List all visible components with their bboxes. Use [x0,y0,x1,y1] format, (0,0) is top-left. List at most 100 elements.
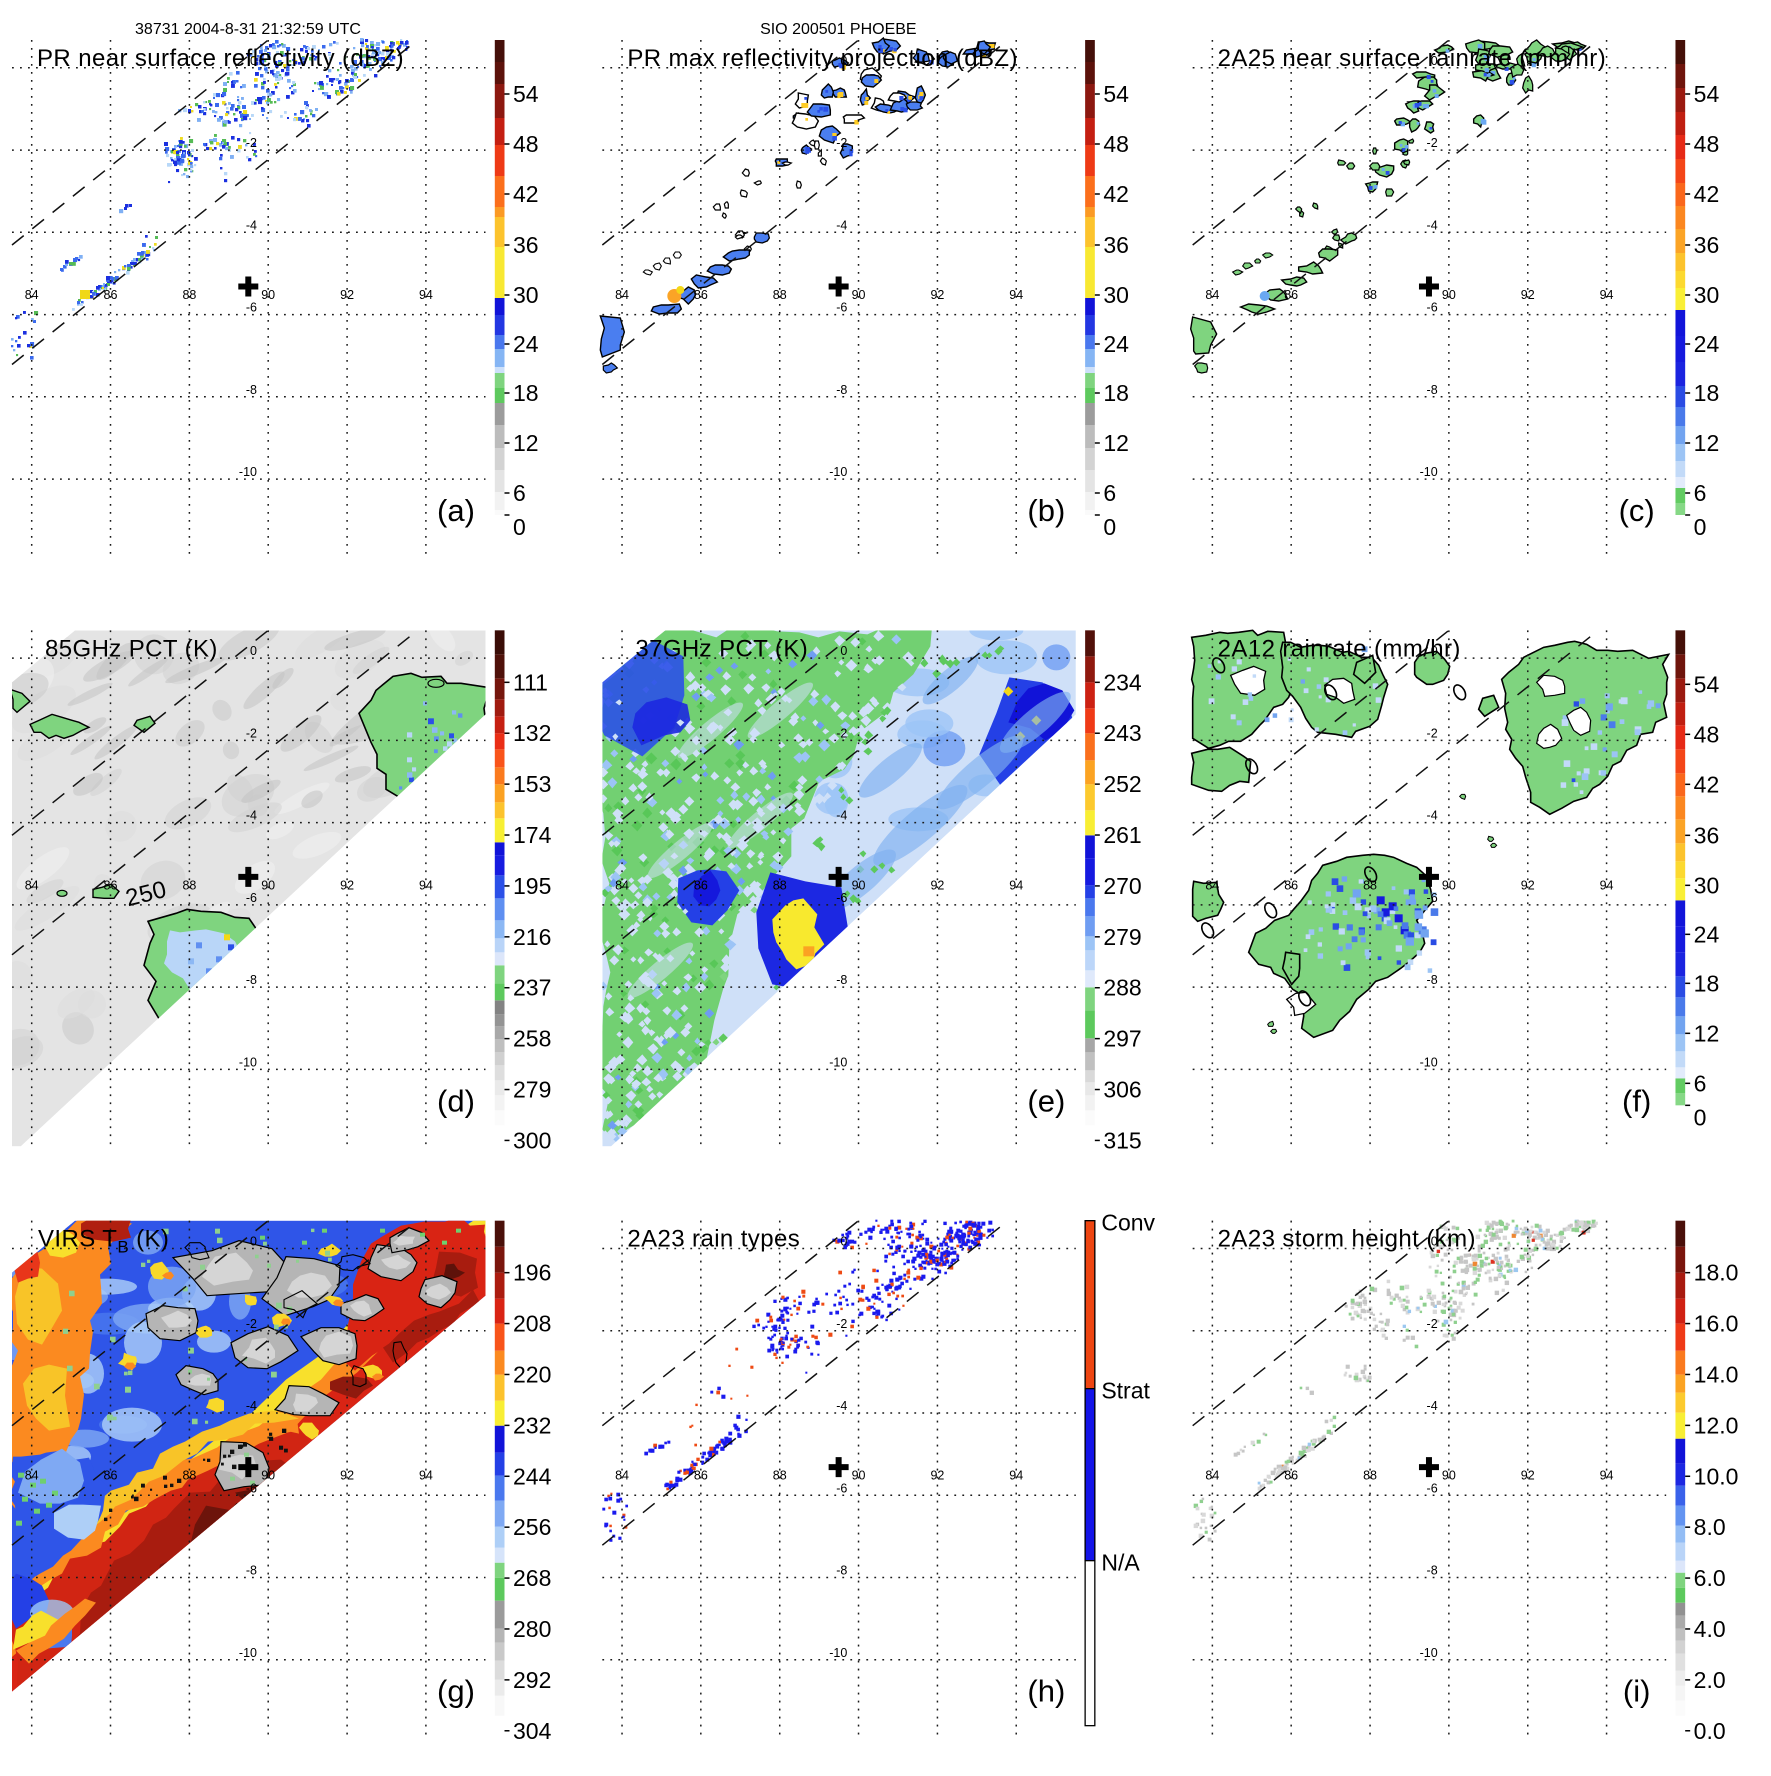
svg-text:-10: -10 [239,1055,257,1069]
svg-text:-2: -2 [836,136,847,150]
svg-text:18.0: 18.0 [1694,1260,1739,1286]
svg-text:54: 54 [1694,81,1720,107]
svg-text:24: 24 [1694,921,1720,947]
svg-text:92: 92 [930,288,944,302]
svg-text:-4: -4 [1427,218,1438,232]
svg-text:36: 36 [1694,822,1720,848]
svg-text:258: 258 [513,1026,551,1052]
svg-text:195: 195 [513,873,551,899]
svg-text:-6: -6 [836,1481,847,1495]
svg-text:48: 48 [513,131,539,157]
svg-text:0: 0 [1694,514,1707,540]
svg-text:(i): (i) [1623,1674,1651,1709]
svg-text:30: 30 [1694,282,1720,308]
svg-text:90: 90 [1442,288,1456,302]
svg-text:(a): (a) [437,493,475,528]
svg-text:94: 94 [1009,878,1023,892]
svg-text:86: 86 [1284,1469,1298,1483]
svg-text:-8: -8 [836,973,847,987]
svg-text:279: 279 [1103,924,1141,950]
svg-text:88: 88 [1363,1469,1377,1483]
svg-text:208: 208 [513,1311,551,1337]
svg-text:94: 94 [419,288,433,302]
svg-text:94: 94 [1009,1469,1023,1483]
svg-text:16.0: 16.0 [1694,1311,1739,1337]
svg-text:243: 243 [1103,720,1141,746]
svg-text:2A25 near surface rainrate (mm: 2A25 near surface rainrate (mm/hr) [1218,45,1606,72]
svg-text:18: 18 [1103,380,1129,406]
svg-text:88: 88 [1363,878,1377,892]
svg-text:92: 92 [340,288,354,302]
svg-text:0: 0 [1431,1234,1438,1248]
svg-text:-10: -10 [1420,465,1438,479]
svg-text:-4: -4 [246,218,257,232]
svg-text:288: 288 [1103,975,1141,1001]
svg-text:-10: -10 [239,1646,257,1660]
svg-text:PR near surface reflectivity (: PR near surface reflectivity (dBZ) [37,45,404,72]
svg-text:2A12 rainrate (mm/hr): 2A12 rainrate (mm/hr) [1218,635,1461,662]
svg-text:-6: -6 [1427,1481,1438,1495]
svg-text:-8: -8 [246,1563,257,1577]
svg-text:0: 0 [1103,514,1116,540]
svg-text:24: 24 [1103,331,1129,357]
svg-text:-4: -4 [246,1399,257,1413]
svg-text:SIO 200501 PHOEBE: SIO 200501 PHOEBE [760,21,917,38]
svg-text:12.0: 12.0 [1694,1412,1739,1438]
svg-text:88: 88 [182,288,196,302]
svg-text:-2: -2 [836,726,847,740]
svg-text:86: 86 [694,288,708,302]
svg-text:90: 90 [852,288,866,302]
svg-text:315: 315 [1103,1127,1141,1153]
svg-text:88: 88 [1363,288,1377,302]
svg-text:-6: -6 [246,891,257,905]
svg-text:90: 90 [852,1469,866,1483]
svg-text:306: 306 [1103,1077,1141,1103]
svg-text:252: 252 [1103,771,1141,797]
svg-text:12: 12 [1103,430,1129,456]
svg-text:-4: -4 [1427,1399,1438,1413]
svg-text:Strat: Strat [1101,1378,1150,1404]
svg-text:86: 86 [1284,288,1298,302]
svg-text:88: 88 [773,878,787,892]
svg-text:30: 30 [1694,872,1720,898]
svg-text:237: 237 [513,975,551,1001]
svg-text:-8: -8 [836,383,847,397]
svg-text:84: 84 [1205,1469,1219,1483]
svg-text:10.0: 10.0 [1694,1463,1739,1489]
svg-text:268: 268 [513,1565,551,1591]
svg-text:6: 6 [513,480,526,506]
svg-text:42: 42 [1694,771,1720,797]
svg-text:86: 86 [1284,878,1298,892]
svg-text:-2: -2 [836,1317,847,1331]
svg-text:304: 304 [513,1718,552,1744]
svg-text:36: 36 [1694,232,1720,258]
svg-text:54: 54 [1103,81,1129,107]
svg-text:94: 94 [1600,878,1614,892]
svg-text:14.0: 14.0 [1694,1361,1739,1387]
svg-text:174: 174 [513,822,552,848]
svg-text:90: 90 [1442,878,1456,892]
svg-text:-4: -4 [836,1399,847,1413]
svg-text:2.0: 2.0 [1694,1667,1726,1693]
svg-text:-10: -10 [829,465,847,479]
svg-text:(h): (h) [1027,1674,1065,1709]
svg-text:12: 12 [513,430,539,456]
svg-text:6: 6 [1694,480,1707,506]
svg-text:244: 244 [513,1463,552,1489]
svg-text:292: 292 [513,1667,551,1693]
svg-text:88: 88 [182,878,196,892]
svg-text:-10: -10 [1420,1055,1438,1069]
svg-text:18: 18 [1694,970,1720,996]
svg-text:48: 48 [1103,131,1129,157]
svg-text:30: 30 [513,282,539,308]
svg-text:54: 54 [1694,671,1720,697]
svg-text:18: 18 [1694,380,1720,406]
svg-text:-2: -2 [246,136,257,150]
svg-text:38731 2004-8-31 21:32:59 UTC: 38731 2004-8-31 21:32:59 UTC [135,21,361,38]
svg-text:90: 90 [261,878,275,892]
svg-text:84: 84 [25,288,39,302]
svg-text:PR max reflectivity projection: PR max reflectivity projection (dBZ) [627,45,1018,72]
svg-text:92: 92 [340,1469,354,1483]
svg-text:90: 90 [261,1469,275,1483]
svg-text:85GHz PCT (K): 85GHz PCT (K) [45,635,218,662]
